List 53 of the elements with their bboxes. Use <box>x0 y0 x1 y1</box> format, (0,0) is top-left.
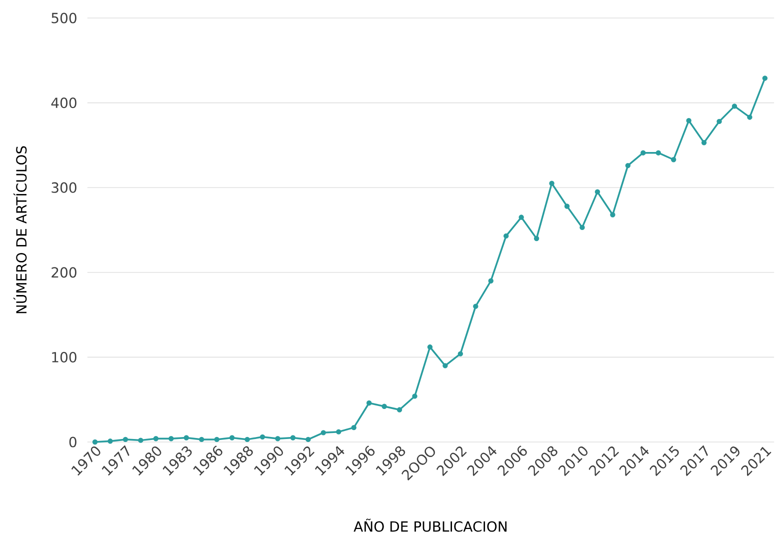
y-tick-label: 400 <box>51 98 76 108</box>
point <box>320 430 326 436</box>
point <box>670 157 676 162</box>
point <box>260 434 266 440</box>
point <box>686 118 692 124</box>
point <box>549 180 554 186</box>
point <box>488 278 494 284</box>
point <box>198 436 204 442</box>
point <box>214 436 220 442</box>
point <box>306 436 311 442</box>
point <box>580 224 585 230</box>
point <box>427 344 433 350</box>
point <box>625 162 630 168</box>
point <box>122 436 128 442</box>
point <box>290 435 296 440</box>
x-axis-title: AÑO DE PUBLICACION <box>354 518 507 532</box>
point <box>382 404 387 409</box>
point <box>168 436 174 442</box>
point <box>564 204 570 209</box>
y-tick-label: 500 <box>52 12 76 24</box>
point <box>153 436 159 442</box>
point <box>534 236 540 242</box>
point <box>138 438 144 443</box>
point <box>640 150 646 156</box>
point <box>92 439 98 445</box>
y-tick-label: 200 <box>52 267 76 278</box>
point <box>594 189 600 194</box>
point <box>732 104 738 109</box>
point <box>442 363 448 368</box>
point <box>701 140 707 146</box>
point <box>275 436 280 442</box>
y-axis-title: NÚMERO DE ARTÍCULOS <box>14 146 27 314</box>
point <box>458 351 464 356</box>
point <box>747 114 752 120</box>
point <box>336 429 342 434</box>
y-tick-label: 300 <box>52 182 76 193</box>
point <box>473 304 478 309</box>
point <box>503 233 509 239</box>
y-tick-label: 100 <box>52 352 76 362</box>
point <box>716 118 722 124</box>
point <box>518 214 524 220</box>
point <box>244 436 250 442</box>
point <box>351 424 356 430</box>
y-tick-label: 0 <box>69 436 76 448</box>
point <box>396 407 402 412</box>
point <box>184 435 189 440</box>
point <box>610 212 616 218</box>
point <box>656 150 661 156</box>
point <box>366 400 372 406</box>
point <box>108 438 113 444</box>
point <box>762 76 768 81</box>
point <box>412 394 418 399</box>
point <box>229 435 235 440</box>
